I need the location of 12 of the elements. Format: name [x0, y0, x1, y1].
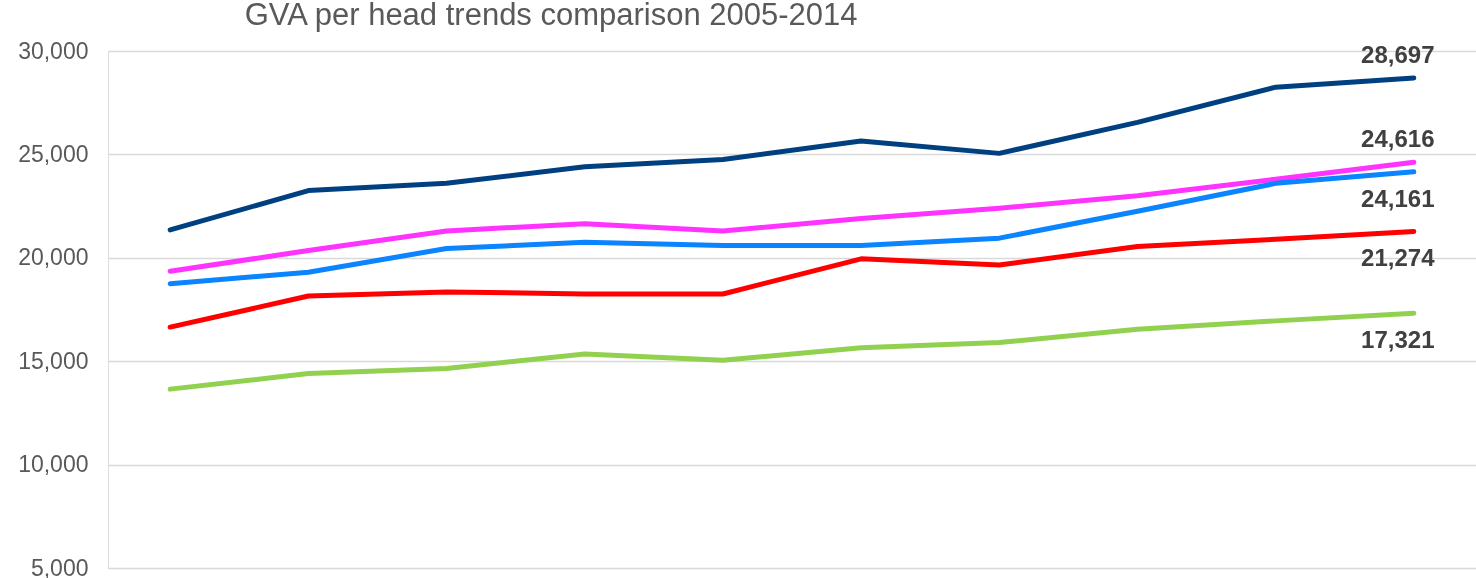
y-tick-label: 15,000: [18, 347, 89, 374]
data-label: 28,697: [1361, 40, 1435, 68]
y-tick-label: 25,000: [18, 140, 89, 167]
chart-title: GVA per head trends comparison 2005-2014: [244, 0, 858, 32]
y-tick-label: 10,000: [18, 451, 89, 478]
y-tick-label: 30,000: [18, 37, 89, 64]
y-tick-label: 5,000: [30, 554, 89, 578]
y-tick-label: 20,000: [18, 244, 89, 271]
data-label: 17,321: [1361, 326, 1435, 354]
data-label: 24,161: [1361, 184, 1435, 212]
data-label: 21,274: [1361, 244, 1436, 272]
data-label: 24,616: [1361, 125, 1435, 153]
